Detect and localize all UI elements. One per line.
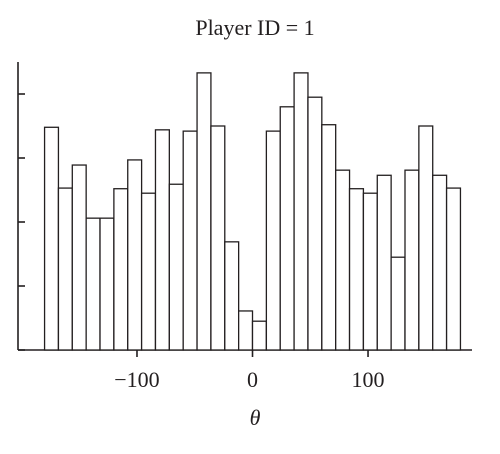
- x-tick-label: 0: [247, 367, 258, 392]
- bar: [307, 96, 323, 351]
- bar: [265, 130, 281, 351]
- bar: [335, 169, 351, 351]
- bar: [154, 129, 170, 351]
- bar: [362, 192, 378, 351]
- bar: [404, 169, 420, 351]
- bar: [418, 125, 434, 351]
- bar: [168, 183, 184, 351]
- bar: [445, 187, 462, 351]
- bar: [85, 217, 101, 351]
- bar: [127, 159, 143, 351]
- bar: [348, 188, 365, 351]
- bar: [432, 174, 448, 351]
- bar: [99, 217, 115, 351]
- bar: [43, 126, 60, 351]
- x-tick-label: 100: [352, 367, 385, 392]
- bar: [196, 72, 212, 351]
- bar: [224, 241, 240, 351]
- bar: [390, 256, 406, 351]
- x-axis-label: θ: [250, 405, 261, 430]
- bar: [376, 174, 392, 351]
- bar: [140, 192, 157, 351]
- bar: [293, 72, 309, 351]
- chart-title: Player ID = 1: [195, 15, 314, 40]
- bar: [71, 164, 87, 351]
- bar: [237, 310, 254, 351]
- bar: [113, 188, 129, 351]
- bar: [57, 187, 73, 351]
- bar: [279, 106, 295, 351]
- bar: [321, 124, 337, 351]
- bar: [210, 125, 226, 351]
- bar: [182, 130, 198, 351]
- bar: [251, 320, 268, 351]
- x-tick-label: −100: [114, 367, 159, 392]
